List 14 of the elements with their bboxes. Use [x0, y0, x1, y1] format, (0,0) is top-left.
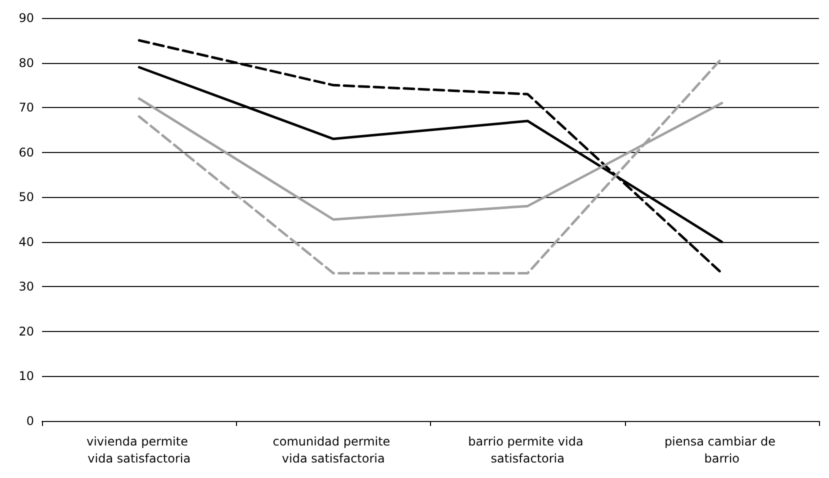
y-tick-label: 30 [18, 280, 34, 294]
y-tick-label: 0 [26, 414, 34, 428]
y-tick-label: 80 [18, 56, 34, 70]
y-tick-label: 20 [18, 324, 34, 338]
y-tick-label: 10 [18, 369, 34, 384]
y-tick-label: 60 [18, 145, 34, 160]
x-tick-label: piensa cambiar de barrio [664, 434, 780, 466]
y-tick-label: 90 [18, 11, 34, 25]
y-tick-label: 50 [18, 190, 34, 204]
x-tick-label: vivienda permite vida satisfactoria [86, 434, 192, 466]
y-tick-label: 40 [18, 234, 34, 249]
y-tick-label: 70 [18, 100, 34, 115]
x-tick-label: comunidad permite vida satisfactoria [272, 434, 394, 466]
x-tick-label: barrio permite vida satisfactoria [468, 434, 588, 466]
